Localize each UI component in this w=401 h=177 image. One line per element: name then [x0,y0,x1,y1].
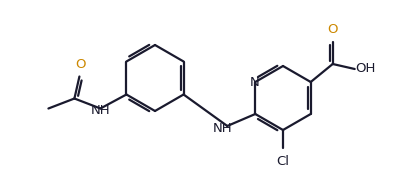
Text: Cl: Cl [277,155,290,168]
Text: O: O [328,23,338,36]
Text: OH: OH [356,62,376,76]
Text: NH: NH [91,104,110,117]
Text: N: N [249,76,259,88]
Text: O: O [75,58,86,70]
Text: NH: NH [213,122,232,136]
